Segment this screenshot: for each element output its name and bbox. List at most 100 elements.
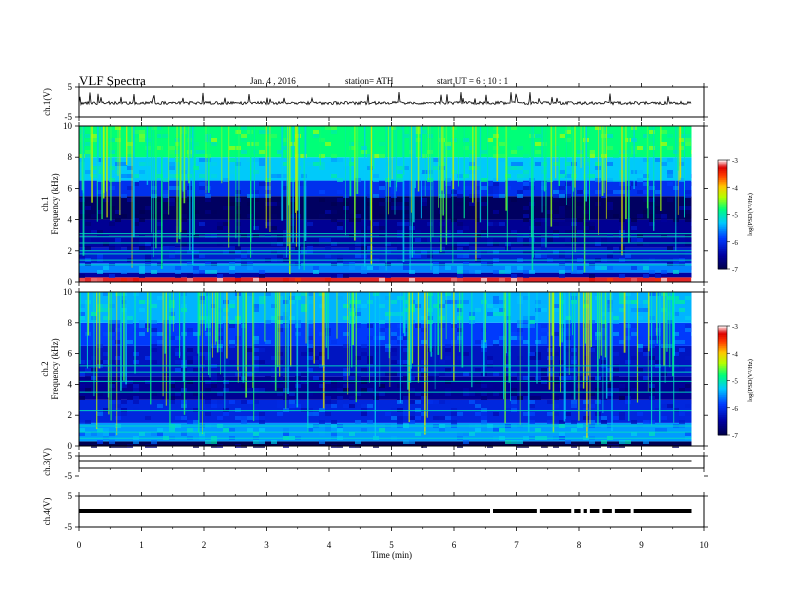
spectrogram-cell [229,388,235,392]
spectrogram-cell [103,266,109,270]
spectrogram-cell [469,170,475,174]
spectrogram-cell [685,142,691,146]
spectrogram-cell [169,162,175,166]
sferic-streak [265,126,267,229]
spectrogram-cell [427,170,433,174]
sferic-streak [274,292,277,391]
spectrogram-cell [409,270,415,274]
spectrogram-cell [217,274,223,278]
spectrogram-cell [97,210,103,214]
sferic-streak [119,126,121,215]
spectrogram-cell [151,348,157,352]
spectrogram-cell [157,174,163,178]
spectrogram-cell [499,300,505,304]
spectrogram-cell [175,130,181,134]
spectrogram-cell [673,408,679,412]
sferic-streak [459,292,461,353]
spectrogram-cell [523,396,529,400]
spectrogram-cell [493,270,499,274]
spectrogram-cell [331,242,337,246]
spectrogram-cell [427,222,433,226]
spectrogram-cell [271,166,277,170]
spectrogram-cell [145,246,151,250]
spectrogram-cell [331,154,337,158]
spectrogram-cell [307,336,313,340]
spectrogram-cell [139,332,145,336]
spectrogram-cell [361,344,367,348]
sferic-streak [666,292,668,352]
spectrogram-cell [235,250,241,254]
spectrogram-cell [649,206,655,210]
spectrogram-cell [265,376,271,380]
spectrogram-cell [307,162,313,166]
spectrogram-cell [505,352,511,356]
sferic-streak [508,292,511,383]
spectrogram-cell [283,138,289,142]
spectrogram-cell [445,400,451,404]
sferic-streak [548,292,551,390]
spectrogram-cell [565,412,571,416]
spectrogram-cell [607,178,613,182]
spectrogram-cell [103,146,109,150]
spectrogram-cell [79,316,85,320]
spectrogram-cell [463,388,469,392]
spectrogram-cell [337,178,343,182]
sferic-streak [369,292,370,383]
spectrogram-cell [499,312,505,316]
spectrogram-cell [559,262,565,266]
spectrogram-cell [181,250,187,254]
spectrogram-cell [361,230,367,234]
spectrogram-cell [691,174,692,178]
spectrogram-cell [655,328,661,332]
spectrogram-cell [655,324,661,328]
spectrogram-cell [133,328,139,332]
y-tick-label: 2 [68,246,73,256]
colorbar-segment [718,375,727,378]
spectrogram-cell [523,182,529,186]
spectrogram-cell [253,348,259,352]
spectrogram-cell [169,380,175,384]
spectrogram-cell [571,404,577,408]
x-tick-label: 0 [77,540,82,550]
spectrogram-cell [493,250,499,254]
spectrogram-cell [391,352,397,356]
spectrogram-cell [505,266,511,270]
spectrogram-cell [637,376,643,380]
spectrogram-cell [265,142,271,146]
spectrogram-cell [193,408,199,412]
spectrogram-cell [379,142,385,146]
spectrogram-cell [379,332,385,336]
spectrogram-cell [253,432,259,436]
spectrogram-cell [535,300,541,304]
spectrogram-cell [625,254,631,258]
spectrogram-cell [607,202,613,206]
spectrogram-cell [607,134,613,138]
spectrogram-cell [187,274,193,278]
spectrogram-cell [295,242,301,246]
spectrogram-cell [175,368,181,372]
colorbar-segment [718,238,727,241]
spectrogram-cell [283,210,289,214]
spectrogram-cell [79,420,85,424]
sferic-streak [438,126,439,208]
spectrogram-cell [169,304,175,308]
spectrogram-cell [493,308,499,312]
spectrogram-cell [505,138,511,142]
spectrogram-cell [637,308,643,312]
spectrogram-cell [529,396,535,400]
sferic-streak [561,292,563,343]
spectrogram-cell [559,254,565,258]
spectrogram-cell [349,396,355,400]
spectrogram-cell [475,428,481,432]
sferic-streak [409,292,412,383]
spectrogram-cell [133,400,139,404]
spectrogram-cell [529,404,535,408]
spectrogram-cell [445,344,451,348]
colorbar-segment [718,382,727,385]
spectrogram-cell [547,400,553,404]
sferic-streak [216,292,219,353]
sferic-streak [589,126,590,221]
spectrogram-cell [259,150,265,154]
panel-frame [78,455,705,469]
spectrogram-cell [679,384,685,388]
